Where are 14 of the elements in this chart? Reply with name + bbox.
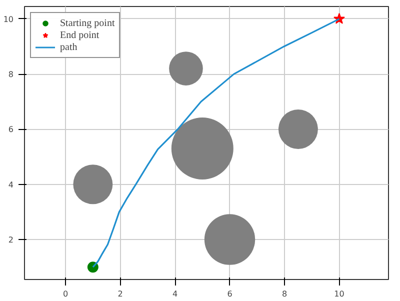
y-tick-label: 4: [8, 180, 14, 190]
x-tick-label: 8: [282, 290, 288, 298]
x-tick-label: 10: [334, 290, 344, 298]
legend-label: End point: [60, 30, 100, 40]
x-tick-label: 2: [118, 290, 123, 298]
x-tick-label: 6: [227, 290, 232, 298]
y-tick-label: 10: [3, 14, 14, 24]
y-tick-label: 6: [8, 125, 14, 134]
y-tick-label: 8: [8, 70, 14, 80]
y-tick-label: 2: [8, 236, 14, 245]
x-tick-label: 4: [172, 290, 178, 298]
legend-label: Starting point: [60, 18, 115, 28]
x-tick-label: 0: [63, 290, 68, 298]
legend-label: path: [60, 42, 78, 52]
